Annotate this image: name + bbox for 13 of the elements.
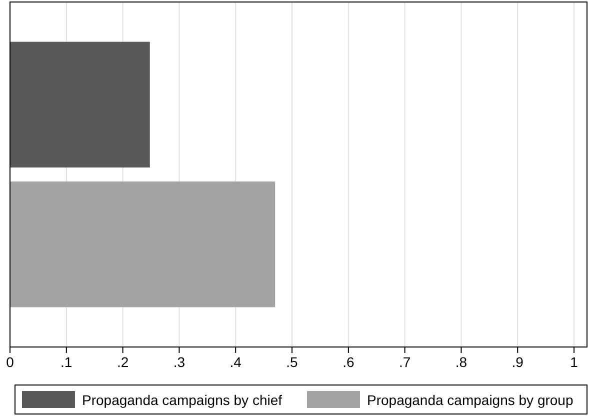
x-tick-label: .3: [173, 354, 186, 370]
x-tick-label: .9: [512, 354, 524, 370]
x-tick-label: .2: [116, 354, 129, 370]
x-tick-label: .7: [398, 354, 411, 370]
legend-label: Propaganda campaigns by group: [367, 392, 574, 408]
x-tick-label: .6: [342, 354, 354, 370]
x-tick-label: 1: [570, 354, 578, 370]
x-tick-label: .4: [230, 354, 242, 370]
legend-label: Propaganda campaigns by chief: [82, 392, 282, 408]
x-tick-label: .5: [286, 354, 298, 370]
x-tick-label: .1: [60, 354, 72, 370]
x-tick-label: .8: [455, 354, 468, 370]
x-tick-label: 0: [6, 354, 14, 370]
